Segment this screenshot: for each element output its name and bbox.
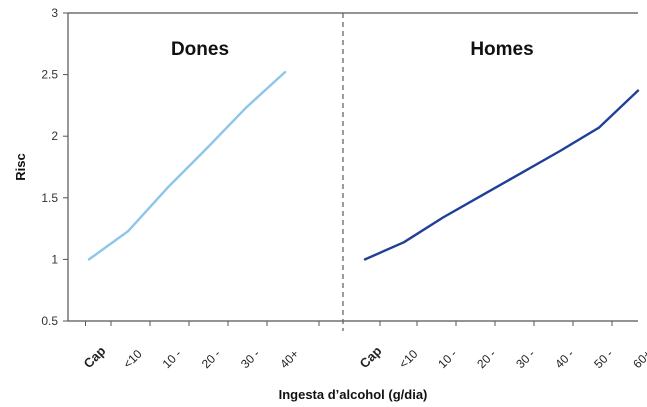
x-tick-label: 40+ [277,347,301,371]
x-tick-label: <10 [120,347,145,372]
series-line-homes [363,89,640,261]
y-tick-label: 1 [51,252,58,266]
x-tick-label: 10 - [160,347,185,372]
series-lines [87,70,640,261]
y-tick-label: 0.5 [41,314,58,328]
series-line-dones [87,70,287,261]
y-tick-label: 2.5 [41,68,58,82]
x-axis-title: Ingesta d’alcohol (g/dia) [279,387,428,402]
axes [63,12,638,331]
x-tick-label: Cap [357,343,385,371]
x-tick-label: 30 - [238,347,263,372]
y-axis-title: Risc [13,153,28,180]
y-tick-label: 3 [51,6,58,20]
tick-labels: 0.5 1 1.5 2 2.5 3 Cap <10 10 - 20 - 30 - 40+ Cap <10 1… [41,6,647,371]
x-tick-label: 20 - [199,347,224,372]
x-tick-label: <10 [396,347,421,372]
y-tick-label: 2 [51,129,58,143]
x-tick-label: 30 - [513,347,538,372]
x-tick-label: 50 - [591,347,616,372]
x-tick-label: 20 - [474,347,499,372]
x-tick-label: 40 - [552,347,577,372]
panel-title-homes: Homes [470,39,533,60]
x-tick-label: 60+ [630,347,647,371]
y-tick-label: 1.5 [41,191,58,205]
panel-title-dones: Dones [171,39,229,60]
x-tick-label: Cap [81,343,109,371]
x-tick-label: 10 - [435,347,460,372]
